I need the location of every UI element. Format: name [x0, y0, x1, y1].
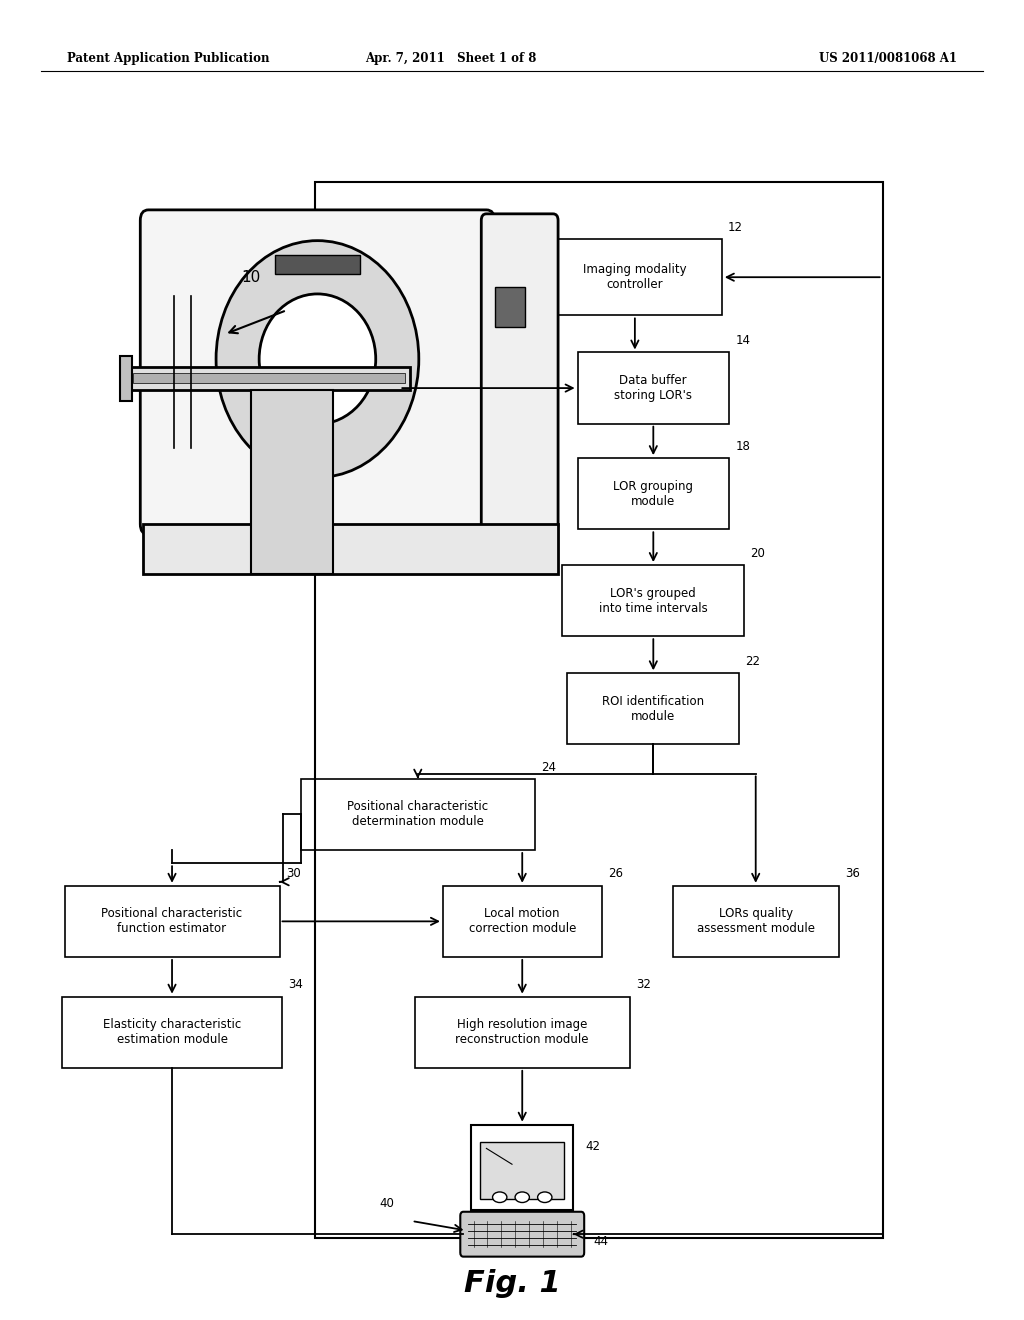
Bar: [301, 779, 535, 850]
Text: 44: 44: [594, 1236, 608, 1249]
Bar: [548, 239, 722, 315]
Bar: [442, 886, 602, 957]
Ellipse shape: [493, 1192, 507, 1203]
Text: US 2011/0081068 A1: US 2011/0081068 A1: [819, 51, 957, 65]
Bar: [143, 524, 558, 574]
Bar: [578, 352, 729, 424]
Bar: [65, 886, 280, 957]
FancyBboxPatch shape: [461, 1212, 584, 1257]
Text: Positional characteristic
function estimator: Positional characteristic function estim…: [101, 907, 243, 936]
Bar: [251, 391, 333, 574]
Bar: [133, 372, 406, 383]
Text: LORs quality
assessment module: LORs quality assessment module: [696, 907, 815, 936]
FancyBboxPatch shape: [481, 214, 558, 531]
Text: Apr. 7, 2011   Sheet 1 of 8: Apr. 7, 2011 Sheet 1 of 8: [365, 51, 537, 65]
Bar: [480, 1142, 564, 1199]
Text: Imaging modality
controller: Imaging modality controller: [583, 263, 687, 292]
Bar: [62, 997, 283, 1068]
Bar: [128, 367, 411, 391]
Bar: [315, 182, 883, 1238]
Text: ROI identification
module: ROI identification module: [602, 694, 705, 723]
Text: LOR grouping
module: LOR grouping module: [613, 479, 693, 508]
Text: 14: 14: [735, 334, 751, 347]
Text: Local motion
correction module: Local motion correction module: [469, 907, 575, 936]
Text: 30: 30: [286, 867, 300, 880]
Bar: [562, 565, 744, 636]
FancyBboxPatch shape: [140, 210, 495, 535]
Text: Fig. 1: Fig. 1: [464, 1269, 560, 1298]
Bar: [275, 255, 359, 273]
Text: LOR's grouped
into time intervals: LOR's grouped into time intervals: [599, 586, 708, 615]
Bar: [120, 356, 132, 401]
Text: High resolution image
reconstruction module: High resolution image reconstruction mod…: [456, 1018, 589, 1047]
Text: 34: 34: [289, 978, 303, 991]
Text: Elasticity characteristic
estimation module: Elasticity characteristic estimation mod…: [102, 1018, 242, 1047]
Bar: [471, 1125, 573, 1210]
Text: 20: 20: [751, 546, 766, 560]
Bar: [673, 886, 839, 957]
Text: 26: 26: [608, 867, 623, 880]
Bar: [567, 673, 739, 744]
Text: 12: 12: [728, 220, 743, 234]
Text: 40: 40: [379, 1197, 394, 1210]
Text: 36: 36: [845, 867, 860, 880]
Text: 22: 22: [745, 655, 761, 668]
Text: Patent Application Publication: Patent Application Publication: [67, 51, 269, 65]
Bar: [495, 286, 525, 327]
Bar: [415, 997, 630, 1068]
Text: 10: 10: [242, 269, 260, 285]
Text: 18: 18: [735, 440, 751, 453]
Text: 42: 42: [586, 1139, 601, 1152]
Text: 32: 32: [636, 978, 651, 991]
Text: Data buffer
storing LOR's: Data buffer storing LOR's: [614, 374, 692, 403]
Ellipse shape: [216, 240, 419, 478]
Ellipse shape: [259, 294, 376, 424]
Bar: [578, 458, 729, 529]
Text: 24: 24: [541, 760, 556, 774]
Text: Positional characteristic
determination module: Positional characteristic determination …: [347, 800, 488, 829]
Ellipse shape: [515, 1192, 529, 1203]
Ellipse shape: [538, 1192, 552, 1203]
